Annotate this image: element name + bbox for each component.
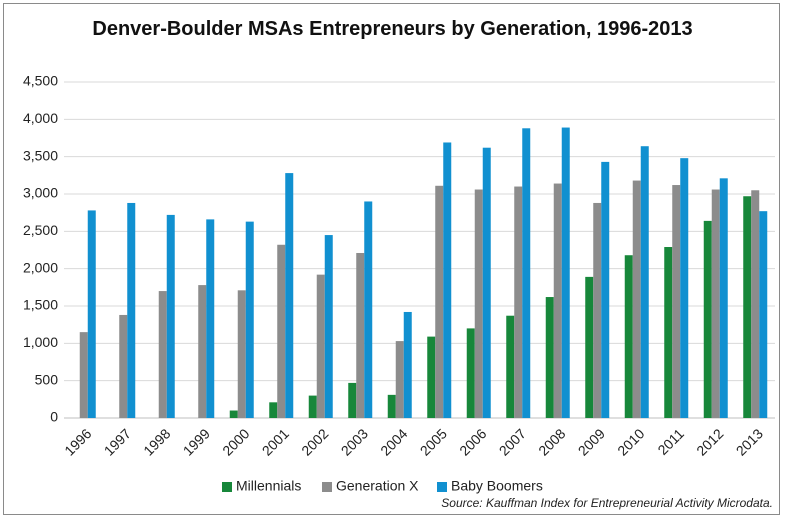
bar (435, 185, 444, 418)
bar (166, 214, 175, 418)
bar (158, 291, 167, 418)
bar (119, 314, 128, 418)
bar (79, 332, 88, 418)
bar (237, 290, 246, 418)
bar (206, 219, 215, 418)
x-tick-label: 1999 (180, 425, 213, 458)
y-tick-label: 4,500 (23, 73, 58, 89)
bar (545, 297, 554, 418)
bar (751, 190, 760, 418)
bar (474, 189, 483, 418)
bar (277, 244, 286, 418)
bar (466, 328, 475, 418)
bar (308, 395, 317, 418)
legend-label: Millennials (236, 478, 301, 494)
bar (364, 201, 373, 418)
y-tick-label: 4,000 (23, 110, 58, 126)
bar (585, 276, 594, 418)
bar (506, 315, 515, 418)
bar (719, 178, 728, 418)
source-note: Source: Kauffman Index for Entrepreneuri… (441, 496, 773, 510)
bar (324, 235, 333, 418)
x-tick-label: 2006 (456, 425, 489, 458)
x-tick-label: 2011 (654, 425, 687, 458)
y-tick-label: 2,000 (23, 259, 58, 275)
chart-frame (3, 3, 780, 515)
bar (672, 185, 681, 418)
x-tick-label: 2005 (417, 425, 450, 458)
x-tick-label: 2004 (377, 425, 410, 458)
legend-swatch (322, 482, 332, 492)
bar (387, 394, 396, 418)
bar (703, 220, 712, 418)
bar (427, 336, 436, 418)
bar (632, 180, 641, 418)
bar (522, 128, 531, 418)
legend-label: Baby Boomers (451, 478, 543, 494)
bar (514, 186, 523, 418)
bar (356, 252, 365, 418)
legend-label: Generation X (336, 478, 419, 494)
y-tick-label: 3,000 (23, 185, 58, 201)
legend-swatch (437, 482, 447, 492)
bar (640, 146, 649, 419)
x-tick-label: 2000 (219, 425, 252, 458)
bar (316, 274, 325, 418)
legend-swatch (222, 482, 232, 492)
x-tick-label: 2003 (338, 425, 371, 458)
bar (198, 285, 207, 418)
bar (229, 410, 238, 418)
bar (127, 202, 136, 418)
x-tick-label: 1998 (140, 425, 173, 458)
x-tick-label: 2001 (259, 425, 292, 458)
x-tick-label: 2002 (298, 425, 331, 458)
bar (553, 183, 562, 418)
bar (403, 311, 412, 418)
bar (664, 247, 673, 418)
bar (348, 382, 357, 418)
bar (680, 158, 689, 418)
bar (593, 202, 602, 418)
bar (601, 161, 610, 419)
x-tick-label: 1996 (61, 425, 94, 458)
y-tick-label: 3,500 (23, 147, 58, 163)
chart-title: Denver-Boulder MSAs Entrepreneurs by Gen… (92, 18, 693, 40)
x-tick-label: 2007 (496, 425, 529, 458)
bar (743, 196, 752, 418)
x-tick-label: 2012 (693, 425, 726, 458)
bar (87, 210, 96, 418)
bar (285, 173, 294, 418)
bar (561, 127, 570, 419)
bar (443, 142, 452, 419)
bar (624, 255, 633, 418)
bar (759, 211, 768, 418)
y-tick-label: 1,500 (23, 297, 58, 313)
y-tick-label: 0 (50, 409, 58, 425)
x-tick-label: 2009 (575, 425, 608, 458)
bar (711, 189, 720, 418)
y-tick-label: 2,500 (23, 222, 58, 238)
x-tick-label: 2008 (535, 425, 568, 458)
y-tick-label: 500 (35, 371, 59, 387)
bar (395, 341, 404, 418)
x-tick-label: 2010 (614, 425, 647, 458)
y-tick-label: 1,000 (23, 334, 58, 350)
bar (245, 221, 254, 418)
bar (269, 402, 278, 418)
bar (482, 147, 491, 418)
x-tick-label: 1997 (101, 425, 134, 458)
x-tick-label: 2013 (733, 425, 766, 458)
